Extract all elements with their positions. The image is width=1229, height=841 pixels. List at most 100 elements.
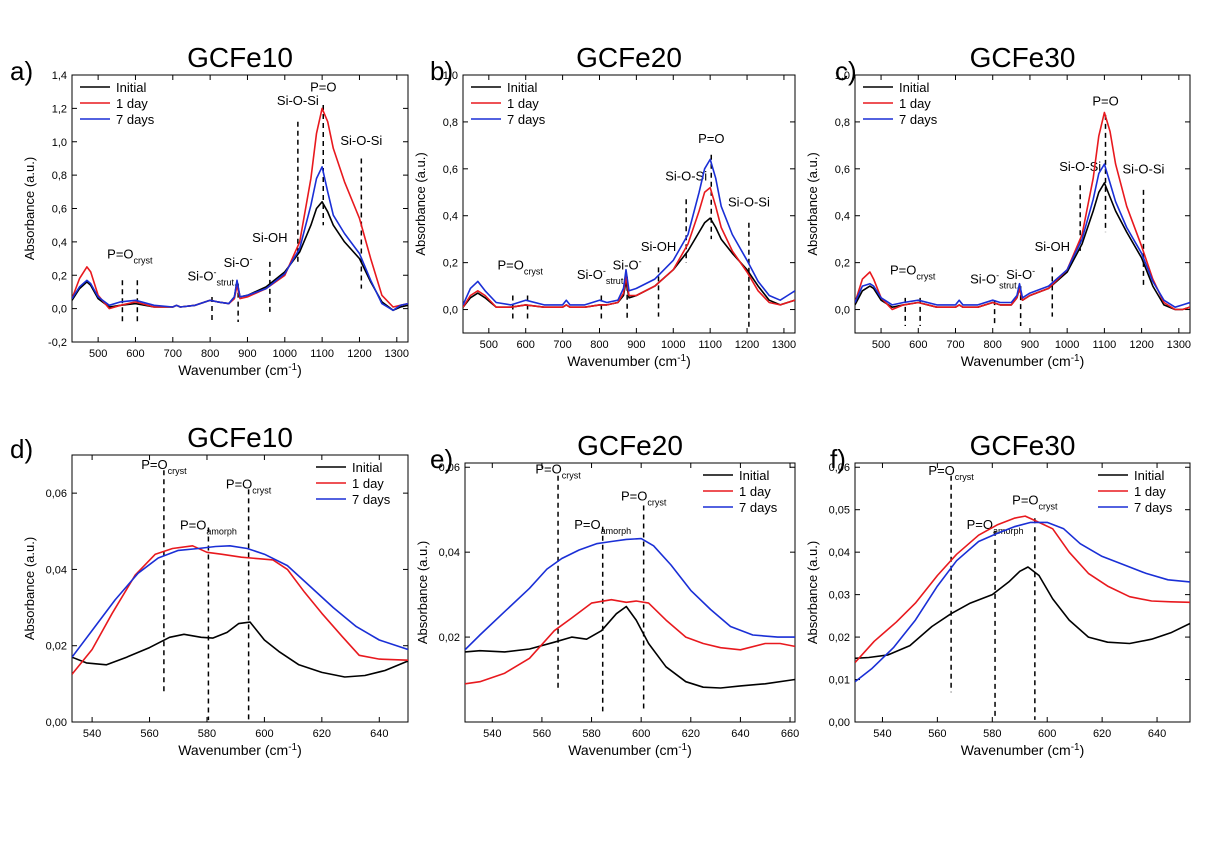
legend-label: 7 days — [739, 500, 778, 515]
legend-label: 1 day — [352, 476, 384, 491]
annotation-label: P=Ocryst — [1012, 493, 1058, 512]
y-tick-label: 0,0 — [443, 305, 458, 317]
legend-label: Initial — [1134, 468, 1164, 483]
x-axis-label: Wavenumber (cm-1) — [178, 362, 302, 379]
y-tick-label: 0,02 — [46, 641, 67, 653]
annotation-label: Si-O-Si — [340, 133, 382, 148]
annotation-label: Si-O-Si — [1059, 159, 1101, 174]
series-line-7-days — [463, 158, 795, 306]
y-tick-label: 0,8 — [52, 170, 67, 182]
x-tick-label: 600 — [632, 728, 650, 740]
annotation-sub: cryst — [168, 466, 187, 476]
y-tick-label: 0,02 — [829, 632, 850, 644]
x-tick-label: 1200 — [1129, 339, 1153, 351]
legend-label: 7 days — [1134, 500, 1173, 515]
y-tick-label: 0,01 — [829, 675, 850, 687]
x-axis-label: Wavenumber (cm-1) — [961, 742, 1085, 759]
x-tick-label: 540 — [873, 728, 891, 740]
x-tick-label: 500 — [89, 348, 107, 360]
series-group — [463, 158, 795, 309]
annotation-label: P=Ocryst — [497, 258, 543, 277]
x-tick-label: 600 — [517, 339, 535, 351]
annotation-label: Si-O- — [1006, 266, 1035, 282]
legend-label: 1 day — [116, 96, 148, 111]
x-tick-label: 620 — [1093, 728, 1111, 740]
panel-a: a) GCFe10 500 600 700 800 900 1000 1100 1200 1300 -… — [10, 42, 409, 378]
series-group — [855, 111, 1190, 311]
x-tick-label: 620 — [682, 728, 700, 740]
series-line-1-day — [855, 111, 1190, 311]
series-group — [855, 515, 1190, 683]
annotation-label: Si-OH — [641, 239, 676, 254]
panel-c: c) GCFe30 500 600 700 800 900 1000 1100 1200 1300 0… — [805, 42, 1191, 369]
x-tick-label: 900 — [238, 348, 256, 360]
legend-label: Initial — [116, 80, 146, 95]
y-tick-label: 0,4 — [52, 237, 67, 249]
x-axis-label: Wavenumber (cm-1) — [178, 742, 302, 759]
x-tick-label: 580 — [983, 728, 1001, 740]
y-tick-label: 0,04 — [46, 564, 67, 576]
annotation-label: P=O — [698, 131, 724, 146]
x-tick-label: 1200 — [347, 348, 371, 360]
annotation-label: Si-O-Si — [728, 194, 770, 209]
y-tick-label: 0,6 — [443, 164, 458, 176]
y-tick-label: 0,8 — [443, 117, 458, 129]
annotation-sub: cryst — [916, 271, 935, 281]
y-tick-label: -0,2 — [48, 337, 67, 349]
y-axis-label: Absorbance (a.u.) — [805, 541, 820, 644]
x-tick-label: 1000 — [1055, 339, 1079, 351]
x-tick-label: 600 — [126, 348, 144, 360]
x-tick-label: 640 — [370, 728, 388, 740]
x-tick-label: 600 — [909, 339, 927, 351]
y-tick-label: 0,4 — [443, 211, 458, 223]
legend-label: 1 day — [507, 96, 539, 111]
y-tick-label: 0,2 — [835, 258, 850, 270]
x-tick-label: 560 — [533, 728, 551, 740]
y-axis-label: Absorbance (a.u.) — [805, 152, 820, 255]
x-axis-label: Wavenumber (cm-1) — [961, 353, 1085, 370]
y-tick-label: 0,05 — [829, 505, 850, 517]
chart-title: GCFe30 — [970, 430, 1076, 461]
y-tick-label: 0,6 — [52, 204, 67, 216]
annotation-sub: cryst — [134, 256, 153, 266]
series-line-1-day — [465, 598, 795, 685]
plot-frame — [462, 74, 796, 334]
annotation-label: Si-O-Si — [1123, 162, 1165, 177]
panel-letter: e) — [430, 444, 453, 474]
legend-label: 1 day — [739, 484, 771, 499]
x-tick-label: 700 — [164, 348, 182, 360]
annotation-label: Si-O-Si — [277, 93, 319, 108]
x-tick-label: 1100 — [698, 339, 722, 351]
x-tick-label: 1300 — [385, 348, 409, 360]
x-axis-label-sup: -1 — [678, 742, 687, 753]
annotation-sub: strut. — [216, 277, 236, 287]
chart-title: GCFe30 — [970, 42, 1076, 73]
x-tick-label: 1300 — [1167, 339, 1191, 351]
annotation-sup: - — [996, 271, 999, 281]
annotation-sub: cryst — [524, 267, 543, 277]
y-tick-label: 0,06 — [46, 488, 67, 500]
panel-b: b) GCFe20 500 600 700 800 900 1000 1100 1200 1300 0… — [413, 42, 796, 369]
y-tick-label: 1,0 — [443, 70, 458, 82]
y-tick-label: 0,04 — [439, 547, 460, 559]
chart-title: GCFe20 — [577, 430, 683, 461]
x-tick-label: 1000 — [661, 339, 685, 351]
y-tick-label: 0,02 — [439, 632, 460, 644]
y-tick-label: 0,0 — [835, 305, 850, 317]
y-tick-label: 0,00 — [829, 717, 850, 729]
annotation-label: Si-O- — [613, 257, 642, 273]
y-tick-label: 1,2 — [52, 103, 67, 115]
chart-title: GCFe20 — [576, 42, 682, 73]
y-tick-label: 0,0 — [52, 304, 67, 316]
x-tick-label: 900 — [627, 339, 645, 351]
panel-e: e) GCFe20 540 560 580 600 620 640 660 0,02 0,04 0,0… — [415, 430, 799, 758]
x-tick-label: 580 — [582, 728, 600, 740]
y-tick-label: 0,6 — [835, 164, 850, 176]
y-tick-label: 1,4 — [52, 70, 67, 82]
annotation-sub: cryst — [955, 472, 974, 482]
y-tick-label: 0,04 — [829, 547, 850, 559]
x-tick-label: 1300 — [772, 339, 796, 351]
y-tick-label: 1,0 — [52, 137, 67, 149]
